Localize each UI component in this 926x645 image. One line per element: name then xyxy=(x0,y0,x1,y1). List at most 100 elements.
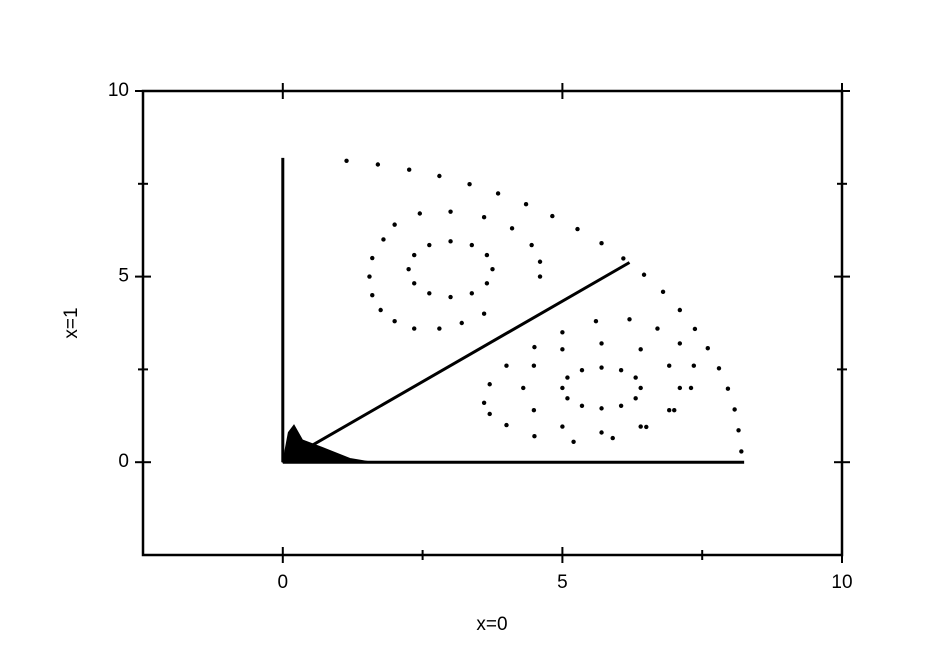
point xyxy=(504,363,509,368)
plot-frame xyxy=(141,89,844,557)
point xyxy=(448,294,453,300)
point xyxy=(344,158,349,163)
point xyxy=(487,382,492,387)
point xyxy=(692,326,698,332)
point xyxy=(437,173,442,179)
point xyxy=(537,274,543,279)
trajectory-line xyxy=(282,261,631,464)
point xyxy=(638,424,643,429)
point xyxy=(448,209,453,214)
point xyxy=(531,408,537,413)
point xyxy=(599,430,604,435)
point xyxy=(571,439,576,444)
point xyxy=(655,326,660,331)
x-tick-label: 5 xyxy=(557,572,568,593)
point xyxy=(593,318,599,324)
point xyxy=(437,326,442,331)
point xyxy=(406,167,412,172)
point xyxy=(481,215,487,220)
point xyxy=(531,363,537,368)
point xyxy=(532,434,537,439)
point xyxy=(529,242,534,248)
point xyxy=(618,403,624,408)
point xyxy=(579,403,585,408)
point xyxy=(560,330,565,335)
point xyxy=(427,291,432,296)
point xyxy=(370,255,375,261)
point xyxy=(448,239,453,244)
point xyxy=(495,191,501,196)
point xyxy=(392,318,397,324)
point xyxy=(641,272,647,277)
point xyxy=(725,386,731,391)
x-tick-label: 10 xyxy=(831,572,852,593)
point xyxy=(575,226,580,232)
point xyxy=(638,385,643,391)
point xyxy=(672,408,677,413)
point xyxy=(406,266,411,272)
y-tick-label: 10 xyxy=(108,80,129,101)
point xyxy=(467,181,472,187)
point xyxy=(481,400,487,406)
point xyxy=(378,307,383,313)
point xyxy=(621,256,626,261)
point xyxy=(481,311,487,316)
point xyxy=(490,266,495,272)
point xyxy=(487,411,492,417)
point xyxy=(610,435,615,441)
point xyxy=(579,367,585,373)
point xyxy=(560,385,565,391)
point xyxy=(565,396,570,401)
point xyxy=(627,317,632,322)
point xyxy=(469,242,475,248)
point xyxy=(599,365,604,370)
point xyxy=(599,341,604,346)
point xyxy=(599,240,604,246)
point xyxy=(375,162,381,167)
point xyxy=(565,375,570,380)
point xyxy=(427,242,432,248)
point xyxy=(638,347,643,352)
point xyxy=(691,363,697,368)
point xyxy=(688,385,694,391)
y-axis-label: x=1 xyxy=(61,307,82,338)
point xyxy=(381,237,386,242)
point xyxy=(633,375,638,380)
point xyxy=(716,366,722,371)
point xyxy=(469,291,475,296)
point xyxy=(677,385,683,391)
point xyxy=(392,222,397,227)
point xyxy=(705,346,710,351)
point xyxy=(667,408,672,413)
point xyxy=(599,406,604,411)
point xyxy=(484,281,490,286)
point xyxy=(739,449,744,454)
point xyxy=(736,428,741,433)
point xyxy=(560,424,565,429)
point xyxy=(459,320,464,326)
point xyxy=(537,259,543,264)
point xyxy=(417,211,423,216)
point xyxy=(644,424,649,430)
point xyxy=(509,226,515,231)
filled-region xyxy=(282,424,373,463)
point xyxy=(633,396,638,401)
x-tick-label: 0 xyxy=(278,572,289,593)
point xyxy=(560,347,565,352)
y-tick-label: 5 xyxy=(118,266,129,287)
point xyxy=(484,252,490,258)
point xyxy=(667,363,672,368)
x-axis-label: x=0 xyxy=(476,614,507,635)
point xyxy=(732,407,737,412)
point xyxy=(660,289,666,295)
point xyxy=(412,252,417,258)
point xyxy=(370,292,375,298)
point xyxy=(618,367,624,373)
point xyxy=(550,213,555,219)
point xyxy=(412,326,417,331)
point xyxy=(521,385,526,391)
point xyxy=(523,202,529,207)
point xyxy=(504,422,509,428)
point xyxy=(412,281,417,286)
